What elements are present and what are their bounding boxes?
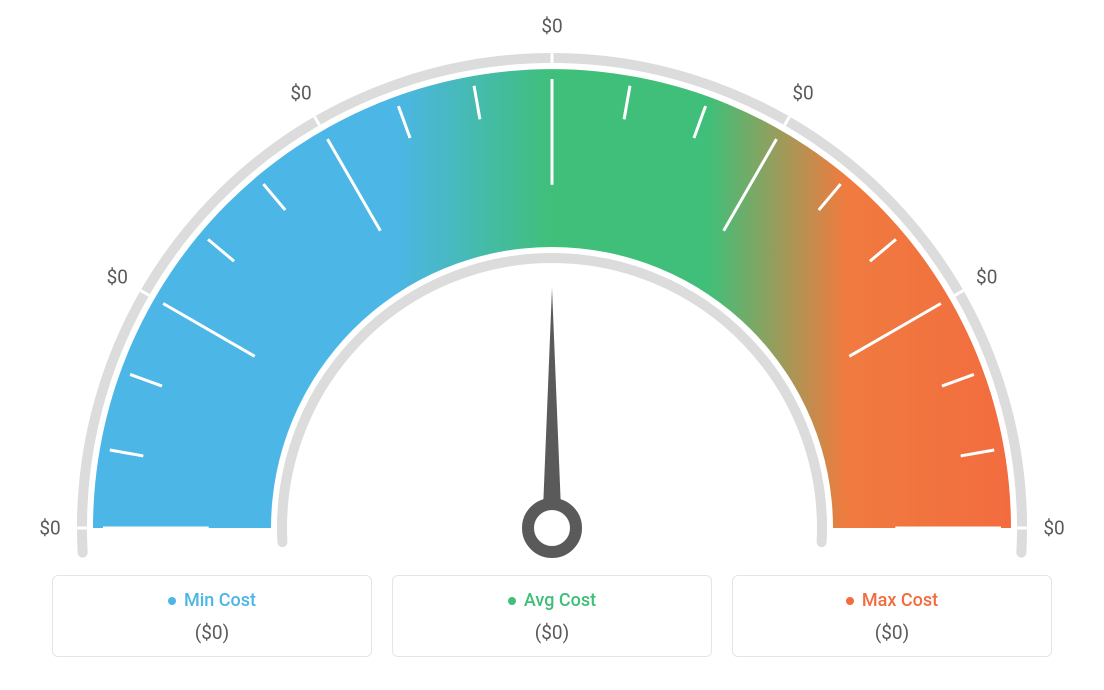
gauge-scale-label: $0 <box>1043 517 1064 540</box>
gauge-scale-label: $0 <box>976 266 997 289</box>
legend-card-min: Min Cost ($0) <box>52 575 372 657</box>
legend-card-avg: Avg Cost ($0) <box>392 575 712 657</box>
legend-dot-min <box>168 597 176 605</box>
gauge-scale-label: $0 <box>792 82 813 105</box>
legend-label-min: Min Cost <box>184 590 256 611</box>
gauge-scale-label: $0 <box>290 82 311 105</box>
legend-card-max: Max Cost ($0) <box>732 575 1052 657</box>
legend-value-min: ($0) <box>53 621 371 644</box>
legend-row: Min Cost ($0) Avg Cost ($0) Max Cost ($0… <box>52 575 1052 657</box>
legend-dot-max <box>846 597 854 605</box>
gauge-chart: $0$0$0$0$0$0$0 <box>52 0 1052 560</box>
legend-label-avg: Avg Cost <box>524 590 596 611</box>
legend-value-avg: ($0) <box>393 621 711 644</box>
legend-dot-avg <box>508 597 516 605</box>
gauge-scale-label: $0 <box>107 266 128 289</box>
legend-value-max: ($0) <box>733 621 1051 644</box>
gauge-scale-label: $0 <box>39 517 60 540</box>
legend-label-max: Max Cost <box>862 590 938 611</box>
gauge-scale-label: $0 <box>541 15 562 38</box>
gauge-svg <box>52 0 1052 560</box>
